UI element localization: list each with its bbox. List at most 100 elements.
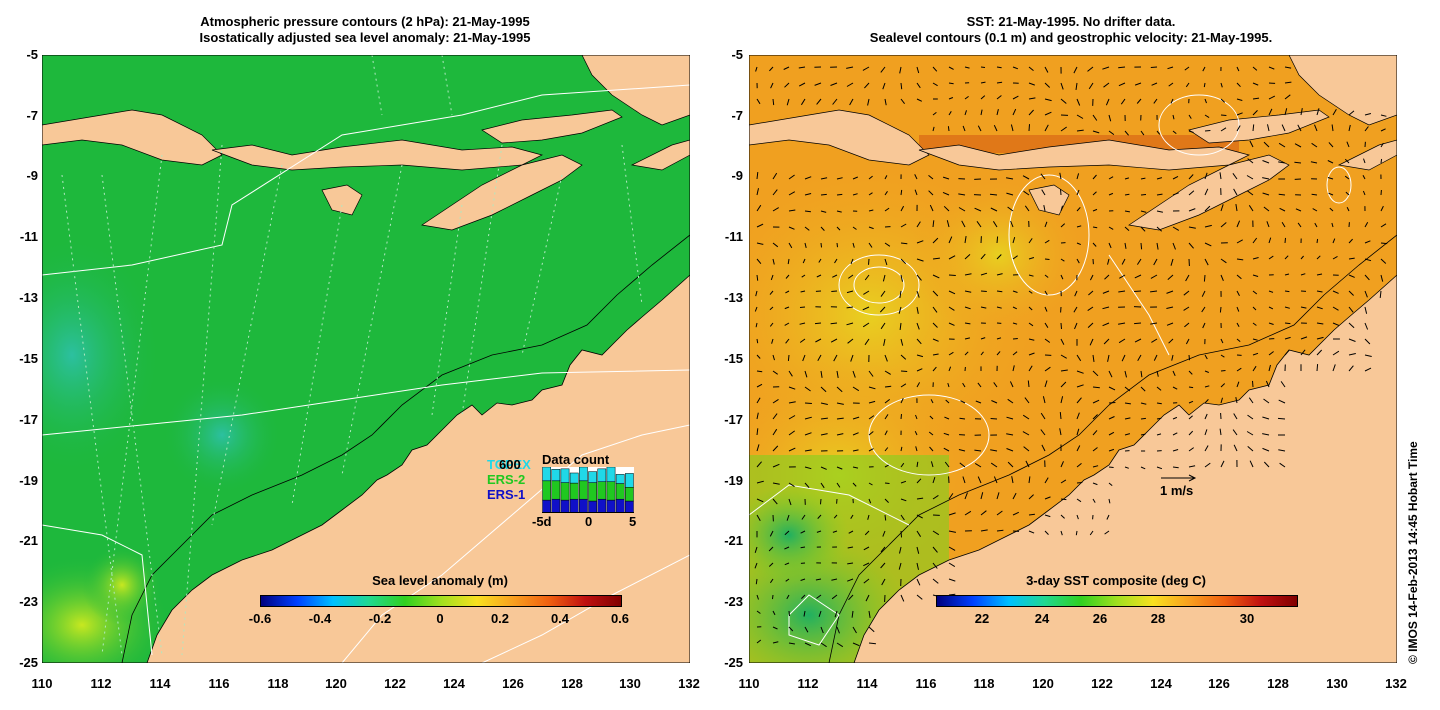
velocity-vector — [1124, 466, 1129, 469]
left-lat-tick: -11 — [19, 229, 38, 244]
velocity-vector — [1007, 398, 1014, 404]
velocity-vector — [754, 306, 758, 312]
velocity-vector — [1235, 204, 1238, 212]
velocity-vector — [1328, 142, 1334, 148]
velocity-vector — [1089, 274, 1094, 281]
left-lat-tick: -13 — [19, 290, 38, 305]
velocity-vector — [1124, 433, 1131, 436]
velocity-vector — [1364, 240, 1371, 244]
velocity-vector — [1233, 413, 1238, 420]
left-lon-tick: 114 — [149, 676, 171, 691]
velocity-vector — [864, 274, 870, 281]
velocity-vector — [867, 98, 870, 106]
velocity-vector — [996, 273, 1003, 276]
data-count-bar-ers1 — [551, 498, 561, 513]
velocity-vector — [756, 274, 759, 281]
velocity-vector — [1060, 205, 1063, 212]
velocity-vector — [900, 189, 903, 196]
velocity-vector — [1172, 386, 1178, 390]
velocity-vector — [881, 578, 886, 586]
velocity-vector — [820, 210, 827, 213]
velocity-vector — [1089, 530, 1094, 536]
velocity-vector — [1204, 130, 1211, 132]
north-land — [1288, 55, 1397, 126]
velocity-vector — [1044, 124, 1049, 132]
velocity-vector — [1007, 206, 1014, 212]
velocity-vector — [1156, 433, 1162, 436]
velocity-vector — [916, 368, 923, 372]
velocity-vector — [932, 366, 937, 372]
velocity-vector — [1232, 173, 1238, 180]
velocity-vector — [884, 414, 889, 420]
velocity-vector — [932, 476, 936, 484]
velocity-vector — [1108, 370, 1113, 378]
velocity-vector — [880, 290, 886, 297]
velocity-vector — [1012, 492, 1017, 500]
right-lat-tick: -15 — [724, 351, 743, 366]
data-count-bar-ers2 — [615, 483, 625, 500]
velocity-vector — [1028, 257, 1035, 260]
velocity-vector — [1140, 433, 1146, 436]
velocity-vector — [1268, 351, 1274, 356]
velocity-vector — [1092, 465, 1099, 468]
velocity-vector — [961, 220, 966, 228]
velocity-vector — [1246, 431, 1254, 436]
velocity-vector — [786, 98, 790, 106]
velocity-vector — [849, 98, 854, 106]
velocity-vector — [996, 95, 1002, 100]
velocity-vector — [788, 386, 796, 390]
left-lon-tick: 122 — [384, 676, 406, 691]
velocity-vector — [1236, 338, 1241, 342]
velocity-vector — [1348, 124, 1351, 132]
velocity-vector — [1092, 386, 1100, 389]
velocity-vector — [996, 81, 1003, 84]
velocity-vector — [1092, 498, 1096, 503]
velocity-vector — [1102, 66, 1110, 70]
velocity-vector — [1346, 206, 1350, 212]
velocity-vector — [884, 430, 888, 436]
velocity-vector — [916, 478, 922, 484]
velocity-vector — [769, 66, 774, 72]
velocity-vector — [1316, 349, 1323, 356]
velocity-vector — [1278, 449, 1286, 452]
velocity-vector — [1348, 322, 1355, 329]
velocity-vector — [1249, 140, 1254, 148]
velocity-vector — [1262, 433, 1270, 436]
velocity-vector — [1076, 258, 1080, 264]
data-count-bar-ers1 — [606, 499, 616, 513]
velocity-vector — [820, 226, 825, 231]
velocity-vector — [1007, 461, 1014, 468]
velocity-vector — [1075, 82, 1078, 90]
velocity-vector — [1284, 306, 1290, 309]
data-count-bar-ers2 — [560, 482, 570, 501]
velocity-vector — [1012, 322, 1018, 325]
velocity-vector — [804, 416, 812, 420]
velocity-vector — [1107, 354, 1110, 362]
gulf-north-land — [1337, 139, 1397, 171]
velocity-vector — [1277, 417, 1286, 420]
velocity-vector — [868, 626, 875, 633]
velocity-vector — [962, 125, 966, 132]
velocity-vector — [1172, 466, 1179, 469]
velocity-vector — [1232, 429, 1238, 436]
velocity-vector — [868, 448, 874, 452]
velocity-vector — [756, 461, 762, 468]
velocity-vector — [1012, 66, 1019, 70]
velocity-vector — [1236, 239, 1243, 244]
velocity-vector — [1156, 226, 1163, 232]
velocity-vector — [769, 306, 774, 311]
velocity-vector — [884, 191, 888, 196]
velocity-vector — [928, 431, 934, 436]
velocity-vector — [1006, 433, 1014, 436]
velocity-vector — [943, 432, 950, 436]
velocity-vector — [1044, 274, 1049, 278]
velocity-vector — [1236, 322, 1240, 328]
velocity-vector — [784, 82, 790, 88]
velocity-vector — [1102, 306, 1110, 310]
velocity-vector — [1268, 322, 1274, 325]
velocity-vector — [868, 242, 873, 248]
velocity-vector — [804, 449, 812, 452]
velocity-vector — [1156, 370, 1159, 377]
velocity-vector — [1297, 124, 1302, 132]
velocity-vector — [1108, 431, 1115, 436]
